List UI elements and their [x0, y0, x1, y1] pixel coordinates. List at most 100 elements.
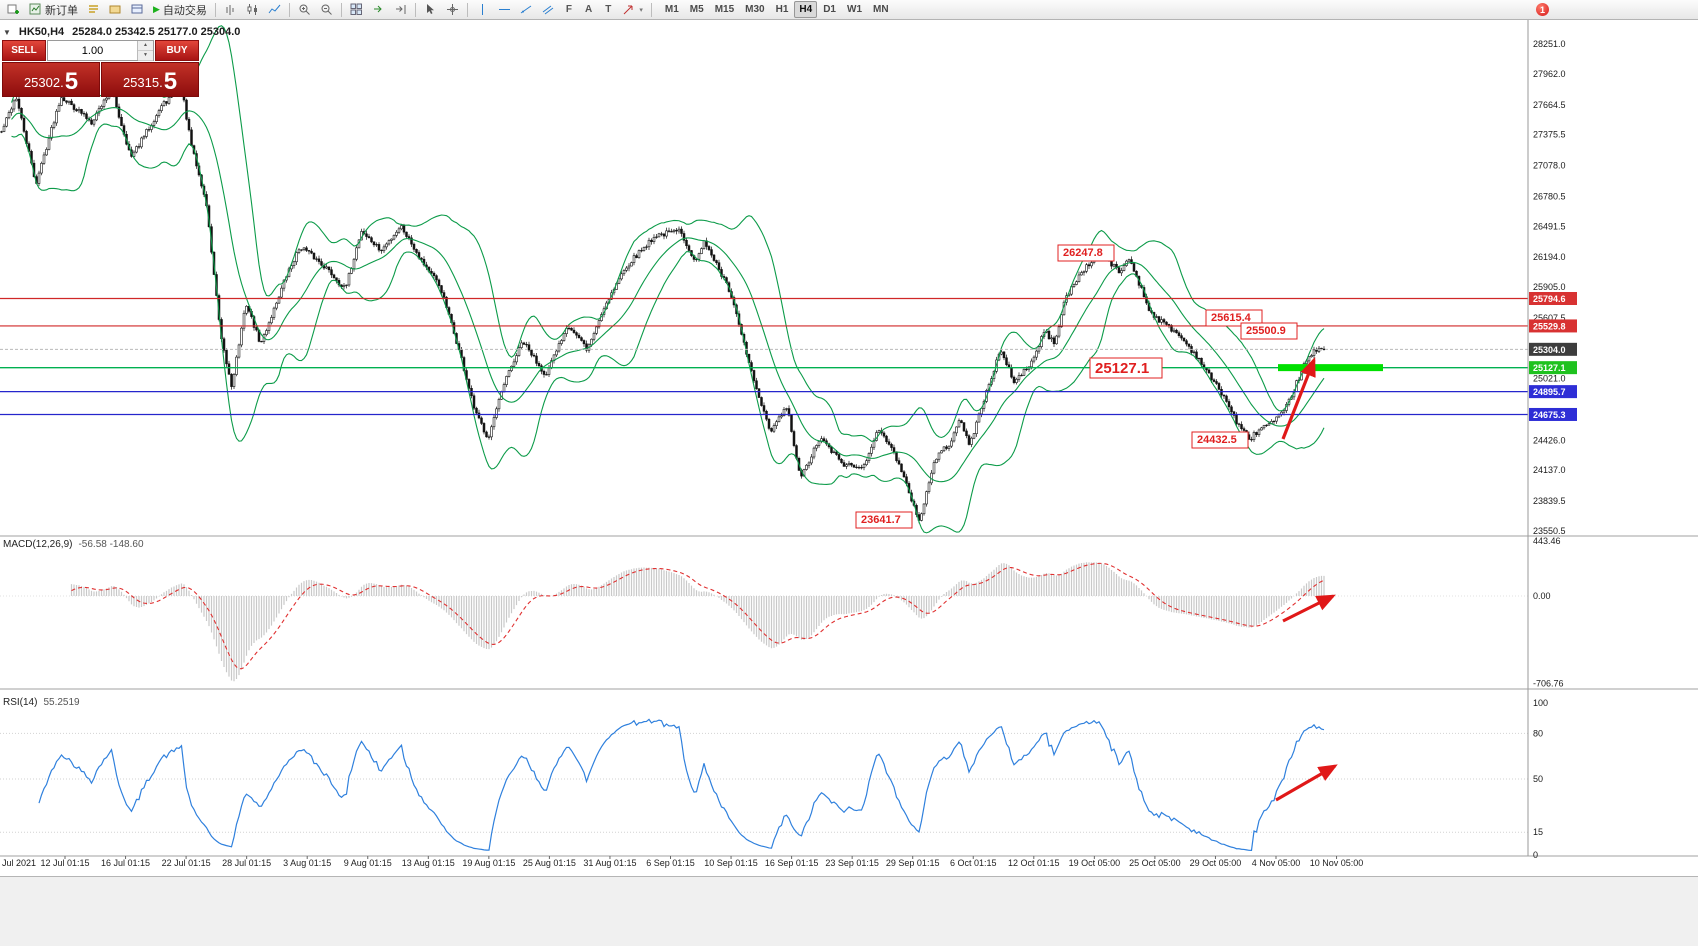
candlestick-icon	[246, 3, 259, 16]
time-axis-label: 4 Nov 05:00	[1252, 858, 1301, 868]
price-annotation[interactable]: 24432.5	[1191, 431, 1249, 449]
price-axis-label: 23550.5	[1533, 526, 1566, 536]
timeframe-mn[interactable]: MN	[873, 4, 889, 15]
rsi-axis-label: 15	[1533, 827, 1543, 837]
price-tag-label: 25127.1	[1533, 363, 1566, 373]
price-annotation[interactable]: 25500.9	[1240, 322, 1298, 340]
rsi-axis-label: 0	[1533, 850, 1538, 860]
price-tag-label: 24675.3	[1533, 410, 1566, 420]
svg-text:25500.9: 25500.9	[1246, 325, 1286, 337]
candlestick-button[interactable]	[242, 0, 263, 19]
price-axis-label: 27375.5	[1533, 130, 1566, 140]
text-tool-icon: A	[585, 4, 593, 15]
zoom-out-button[interactable]	[316, 0, 337, 19]
price-axis-label: 25021.0	[1533, 374, 1566, 384]
time-axis-label: 25 Aug 01:15	[523, 858, 576, 868]
label-tool[interactable]: T	[599, 0, 617, 19]
svg-text:24432.5: 24432.5	[1197, 434, 1237, 446]
buy-price-pips: 5	[163, 68, 178, 95]
toolbar-separator	[288, 2, 290, 17]
arrows-tool[interactable]: ▾	[618, 0, 647, 19]
trade-panel-toggle[interactable]: ▼	[3, 27, 11, 37]
autotrading-button[interactable]: ▶ 自动交易	[149, 0, 211, 19]
zoom-in-button[interactable]	[294, 0, 315, 19]
price-axis-label: 26491.5	[1533, 221, 1566, 231]
time-axis-label: 10 Nov 05:00	[1310, 858, 1364, 868]
new-chart-button[interactable]	[3, 0, 24, 19]
price-axis-label: 24137.0	[1533, 465, 1566, 475]
crosshair-tool-button[interactable]	[442, 0, 463, 19]
time-axis-label: 16 Sep 01:15	[765, 858, 819, 868]
bollinger-middle	[11, 107, 1325, 483]
timeframe-h4[interactable]: H4	[794, 1, 818, 18]
time-axis-label: 31 Aug 01:15	[583, 858, 636, 868]
timeframe-h1[interactable]: H1	[775, 4, 789, 15]
line-chart-icon	[268, 3, 281, 16]
alert-badge[interactable]: 1	[1536, 3, 1549, 16]
trend-arrow-object[interactable]	[1282, 594, 1336, 623]
bar-chart-button[interactable]	[220, 0, 241, 19]
time-axis-label: 19 Oct 05:00	[1069, 858, 1121, 868]
market-watch-button[interactable]	[83, 0, 104, 19]
vertical-line-tool[interactable]	[472, 0, 493, 19]
crosshair-icon	[446, 3, 459, 16]
timeframe-m30[interactable]: M30	[745, 4, 765, 15]
svg-text:25127.1: 25127.1	[1095, 360, 1149, 377]
autotrade-play-icon: ▶	[153, 4, 160, 14]
navigator-button[interactable]	[105, 0, 126, 19]
lot-increase-button[interactable]: ▲	[138, 41, 153, 51]
navigator-icon	[109, 3, 122, 16]
lot-decrease-button[interactable]: ▼	[138, 51, 153, 61]
price-annotation[interactable]: 26247.8	[1057, 244, 1115, 262]
svg-text:26247.8: 26247.8	[1063, 247, 1103, 259]
tile-windows-button[interactable]	[346, 0, 367, 19]
trendline-tool[interactable]	[516, 0, 537, 19]
trend-arrow-object[interactable]	[1275, 764, 1338, 802]
time-axis-label: 29 Sep 01:15	[886, 858, 940, 868]
market-watch-icon	[87, 3, 100, 16]
chart-shift-button[interactable]	[390, 0, 411, 19]
price-tag	[1529, 342, 1577, 356]
timeframe-m1[interactable]: M1	[664, 4, 679, 15]
price-axis-label: 26780.5	[1533, 191, 1566, 201]
line-chart-button[interactable]	[264, 0, 285, 19]
autoscroll-button[interactable]	[368, 0, 389, 19]
autotrading-label: 自动交易	[162, 4, 207, 17]
fibonacci-tool[interactable]: F	[560, 0, 578, 19]
price-axis-label: 25905.0	[1533, 282, 1566, 292]
trend-arrow-object[interactable]	[1281, 357, 1316, 440]
channel-tool[interactable]	[538, 0, 559, 19]
zoom-in-icon	[298, 3, 311, 16]
timeframe-w1[interactable]: W1	[847, 4, 862, 15]
arrows-tool-icon	[622, 3, 635, 16]
horizontal-line-tool[interactable]	[494, 0, 515, 19]
chevron-down-icon: ▾	[639, 6, 643, 14]
bollinger-bands	[10, 25, 1325, 534]
sell-button[interactable]: SELL	[2, 40, 46, 61]
sell-price-button[interactable]: 25302. 5	[2, 62, 100, 97]
time-axis-label: 6 Sep 01:15	[646, 858, 695, 868]
time-axis-label: 3 Aug 01:15	[283, 858, 331, 868]
price-annotation[interactable]: 25615.4	[1205, 309, 1263, 327]
tile-windows-icon	[350, 3, 363, 16]
cursor-tool-button[interactable]	[420, 0, 441, 19]
timeframe-d1[interactable]: D1	[823, 4, 836, 15]
sell-price: 25302.	[23, 75, 64, 90]
buy-price-button[interactable]: 25315. 5	[101, 62, 199, 97]
lot-size-input[interactable]	[48, 41, 137, 60]
timeframe-m5[interactable]: M5	[689, 4, 704, 15]
text-tool[interactable]: A	[579, 0, 598, 19]
time-axis-label: 23 Sep 01:15	[825, 858, 879, 868]
price-annotation[interactable]: 25127.1	[1089, 357, 1163, 379]
price-tag	[1529, 407, 1577, 421]
timeframe-m15[interactable]: M15	[714, 4, 735, 15]
price-annotation[interactable]: 23641.7	[855, 511, 913, 529]
price-axis-label: 24426.0	[1533, 435, 1566, 445]
trendline-icon	[520, 3, 533, 16]
time-axis-label: 28 Jul 01:15	[222, 858, 271, 868]
buy-button[interactable]: BUY	[155, 40, 199, 61]
new-order-button[interactable]: 新订单	[25, 0, 82, 19]
terminal-button[interactable]	[127, 0, 148, 19]
